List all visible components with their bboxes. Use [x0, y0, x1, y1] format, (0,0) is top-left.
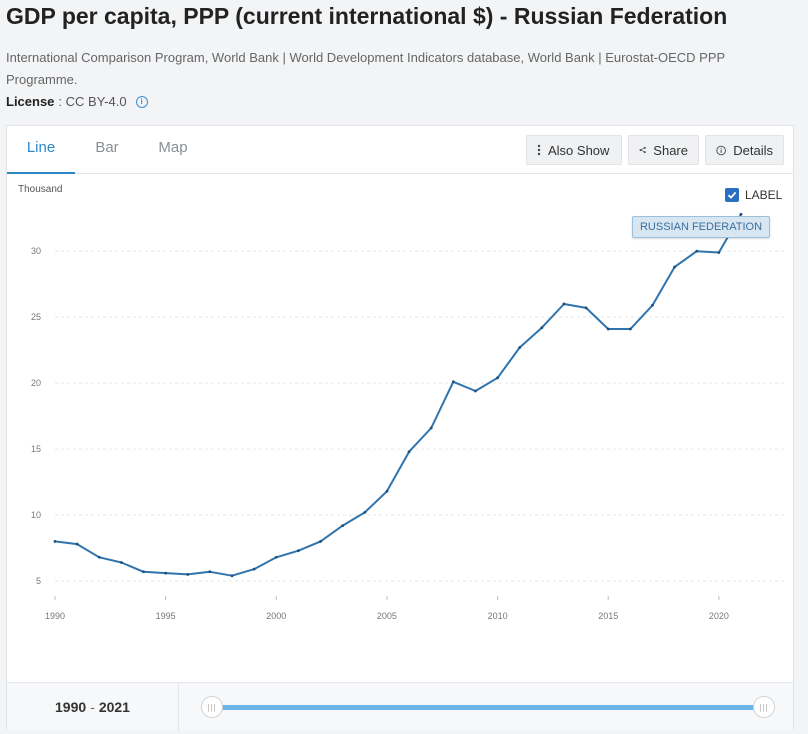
- data-point: [274, 555, 278, 559]
- label-toggle-text: LABEL: [745, 188, 783, 202]
- chart-area: 5 10 15 20 25 30 1990 1995 2000 2005 2010 2015 2020 …: [7, 174, 793, 682]
- tab-bar-chart[interactable]: Bar: [95, 139, 119, 156]
- data-point: [562, 302, 566, 306]
- share-button[interactable]: Share: [628, 135, 699, 165]
- data-point: [252, 567, 256, 571]
- data-point: [75, 542, 79, 546]
- y-tick-label: 10: [31, 510, 41, 520]
- tab-line[interactable]: Line: [7, 126, 75, 174]
- info-icon[interactable]: i: [135, 95, 148, 108]
- license: License : CC BY-4.0 i: [6, 94, 148, 109]
- vertical-dots-icon: [537, 144, 541, 156]
- x-tick-label: 2010: [488, 611, 508, 621]
- data-point: [208, 570, 212, 574]
- data-point: [451, 380, 455, 384]
- data-point: [496, 376, 499, 380]
- data-point: [319, 540, 322, 543]
- share-label: Share: [653, 142, 688, 158]
- year-range-label: 1990 - 2021: [7, 683, 179, 731]
- x-tick-label: 1995: [156, 611, 176, 621]
- x-tick-label: 2005: [377, 611, 397, 621]
- line-chart: 5 10 15 20 25 30 1990 1995 2000 2005 2010 2015 2020: [31, 212, 784, 621]
- data-point: [363, 511, 367, 514]
- data-point: [186, 573, 190, 576]
- data-point: [164, 571, 168, 575]
- chart-panel: Line Bar Map Also Show Share Details 5 10…: [6, 125, 794, 731]
- range-end: 2021: [98, 699, 130, 715]
- data-point: [297, 549, 300, 553]
- details-label: Details: [733, 142, 773, 158]
- page-title: GDP per capita, PPP (current internation…: [6, 3, 728, 29]
- data-point: [628, 327, 632, 331]
- range-footer: 1990 - 2021 ||| |||: [7, 682, 793, 731]
- x-tick-label: 2020: [709, 611, 729, 621]
- range-slider-end-handle[interactable]: |||: [753, 696, 775, 718]
- data-point: [606, 327, 610, 331]
- data-point: [518, 346, 522, 349]
- license-value: : CC BY-4.0: [58, 94, 127, 109]
- y-tick-label: 20: [31, 378, 41, 388]
- tab-map[interactable]: Map: [158, 139, 188, 156]
- checkmark-icon: [727, 191, 737, 199]
- y-tick-label: 25: [31, 312, 41, 322]
- range-slider-track[interactable]: [213, 705, 763, 710]
- series-line: [54, 213, 742, 577]
- data-point: [584, 306, 588, 310]
- data-point: [341, 524, 345, 528]
- range-dash: -: [90, 699, 95, 715]
- share-icon: [639, 146, 646, 154]
- label-checkbox[interactable]: [725, 188, 739, 202]
- tab-bar: Line Bar Map Also Show Share Details: [7, 126, 793, 174]
- y-tick-label: 15: [31, 444, 41, 454]
- data-point: [53, 540, 57, 543]
- source-text: International Comparison Program, World …: [6, 50, 725, 87]
- y-unit-label: Thousand: [18, 184, 63, 195]
- x-tick-label: 2000: [266, 611, 286, 621]
- data-point: [429, 426, 433, 430]
- data-point: [230, 574, 234, 578]
- details-button[interactable]: Details: [705, 135, 784, 165]
- also-show-label: Also Show: [548, 142, 610, 158]
- range-start: 1990: [55, 699, 87, 715]
- y-tick-label: 30: [31, 246, 41, 256]
- label-toggle[interactable]: LABEL: [725, 188, 782, 202]
- x-tick-label: 2015: [598, 611, 618, 621]
- y-tick-label: 5: [36, 576, 41, 586]
- x-tick-label: 1990: [45, 611, 65, 621]
- series-label-tag: RUSSIAN FEDERATION: [632, 216, 770, 238]
- data-point: [97, 555, 101, 559]
- range-slider-start-handle[interactable]: |||: [201, 696, 223, 718]
- info-circle-icon: [716, 145, 726, 155]
- data-point: [385, 489, 389, 493]
- data-point: [142, 570, 145, 574]
- data-point: [651, 303, 654, 307]
- data-point: [695, 249, 699, 253]
- data-point: [540, 326, 544, 330]
- data-point: [739, 212, 743, 216]
- data-point: [474, 389, 477, 393]
- data-point: [407, 450, 411, 454]
- data-point: [717, 251, 721, 254]
- license-label: License: [6, 94, 55, 109]
- data-point: [119, 561, 123, 564]
- data-point: [673, 265, 677, 269]
- also-show-button[interactable]: Also Show: [526, 135, 622, 165]
